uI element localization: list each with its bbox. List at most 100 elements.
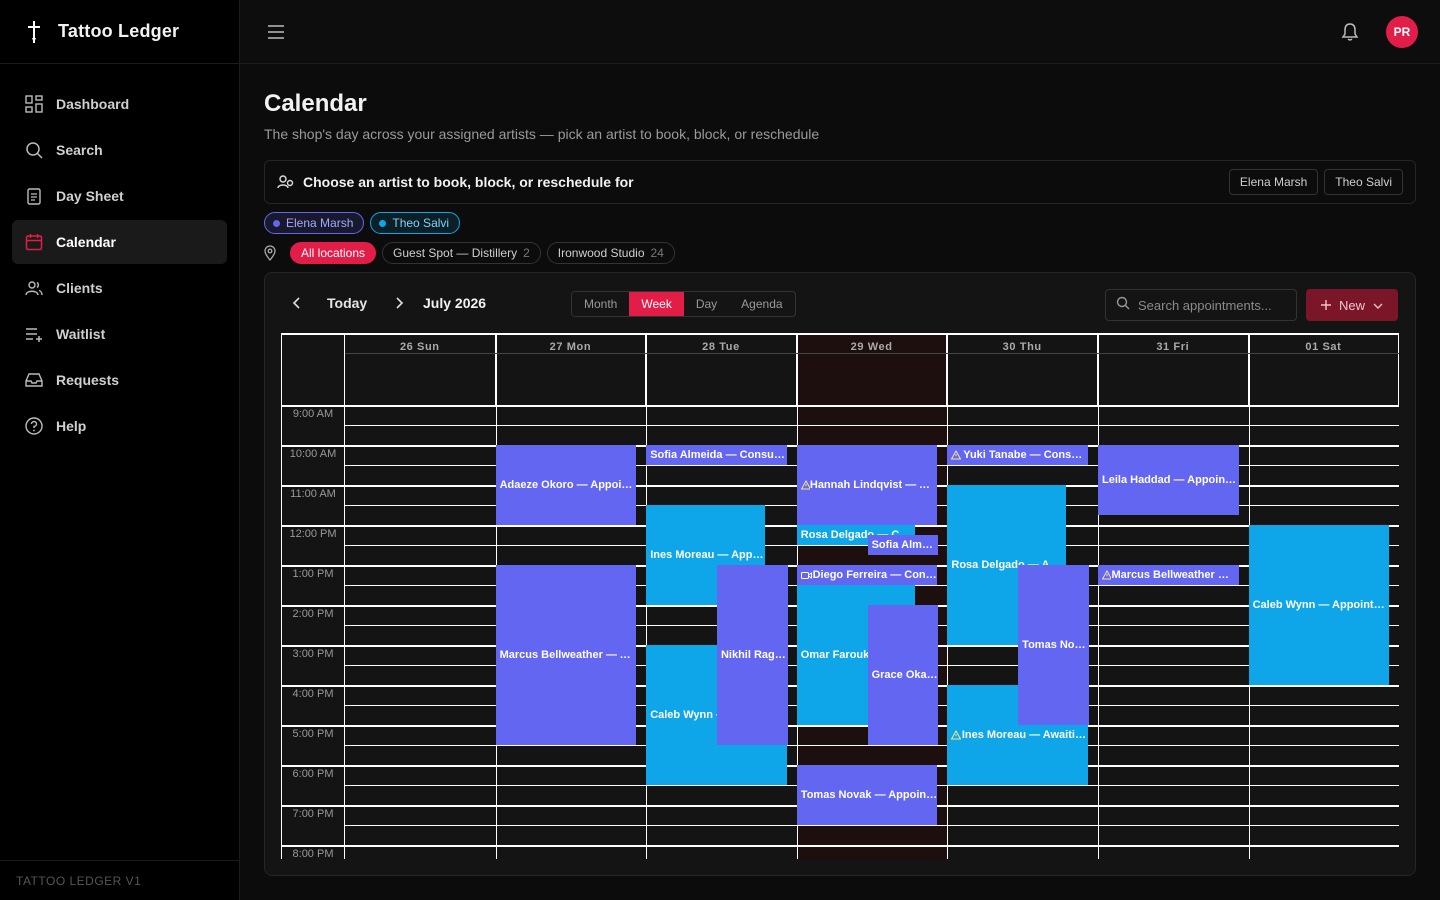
calendar-event[interactable]: Sofia Almeida — Consultation: [646, 445, 787, 465]
calendar-event[interactable]: Diego Ferreira — Consultation: [796, 565, 938, 585]
calendar-event[interactable]: Marcus Bellweather — Appointment: [495, 565, 637, 745]
location-chip-label: Guest Spot — Distillery: [393, 246, 518, 260]
location-chip[interactable]: All locations: [290, 242, 377, 264]
location-chip[interactable]: Guest Spot — Distillery 2: [382, 242, 541, 264]
calendar-event-label: Marcus Bellweather — Consultation: [1111, 569, 1238, 581]
view-switcher: Month Week Day Agenda: [571, 291, 796, 317]
time-label: 4:00 PM: [292, 688, 334, 700]
artist-select-button[interactable]: Theo Salvi: [1324, 169, 1403, 195]
location-count: 2: [523, 246, 530, 260]
warning-icon: [1102, 570, 1112, 580]
sidebar-item-requests[interactable]: Requests: [12, 358, 227, 402]
calendar-panel: Today July 2026 Month Week Day Agenda New: [264, 272, 1416, 876]
location-chips: All locations Guest Spot — Distillery 2 Iro…: [290, 242, 675, 264]
calendar-event-label: Adaeze Okoro — Appointment: [499, 479, 637, 491]
day-header-label: 01 Sat: [1305, 341, 1342, 353]
day-header[interactable]: 01 Sat: [1249, 333, 1399, 405]
users-icon: [24, 278, 44, 298]
calendar-event[interactable]: Marcus Bellweather — Consultation: [1098, 565, 1239, 585]
time-label: 6:00 PM: [292, 768, 334, 780]
sidebar-item-label: Requests: [56, 372, 120, 388]
day-header[interactable]: 28 Tue: [646, 333, 797, 405]
artist-chip[interactable]: Elena Marsh: [264, 212, 365, 234]
all-day-divider: [345, 353, 1399, 354]
dashboard-icon: [24, 94, 44, 114]
list-plus-icon: [24, 324, 44, 344]
calendar-event[interactable]: Nikhil Raghavan — Appointment: [716, 565, 788, 745]
page-subtitle: The shop's day across your assigned arti…: [264, 126, 820, 142]
warning-icon: [951, 730, 962, 740]
location-chip-label: Ironwood Studio: [557, 246, 645, 260]
location-filter: All locations Guest Spot — Distillery 2 Iro…: [264, 242, 675, 264]
new-button[interactable]: New: [1306, 289, 1398, 321]
inbox-icon: [24, 370, 44, 390]
brand[interactable]: Tattoo Ledger: [0, 0, 239, 64]
calendar-event-label: Tomas Novak — Appointment: [800, 789, 938, 801]
half-hour-gridline: [345, 425, 1399, 426]
calendar-event-label: Yuki Tanabe — Consultation: [963, 449, 1088, 461]
search-icon: [1116, 296, 1130, 315]
location-chip[interactable]: Ironwood Studio 24: [546, 242, 675, 264]
search-icon: [24, 140, 44, 160]
day-header-label: 29 Wed: [850, 341, 893, 353]
view-month-button[interactable]: Month: [584, 297, 618, 311]
bell-icon[interactable]: [1338, 20, 1362, 44]
sidebar-item-calendar[interactable]: Calendar: [12, 220, 227, 264]
time-label: 8:00 PM: [292, 848, 334, 859]
half-hour-gridline: [345, 825, 1399, 826]
artist-chip[interactable]: Theo Salvi: [370, 212, 461, 234]
calendar-event[interactable]: Adaeze Okoro — Appointment: [495, 445, 637, 525]
day-header[interactable]: 30 Thu: [947, 333, 1098, 405]
view-week-button[interactable]: Week: [629, 292, 684, 316]
view-day-button[interactable]: Day: [695, 297, 718, 311]
hour-gridline: [281, 845, 1399, 847]
day-header[interactable]: 29 Wed: [797, 333, 948, 405]
warning-icon: [951, 450, 963, 460]
calendar-event-label: Caleb Wynn — Appointment: [1252, 599, 1390, 611]
view-agenda-button[interactable]: Agenda: [741, 297, 783, 311]
day-header-label: 30 Thu: [1002, 341, 1042, 353]
sidebar-item-search[interactable]: Search: [12, 128, 227, 172]
plus-icon: [1320, 298, 1331, 313]
avatar[interactable]: PR: [1386, 16, 1418, 48]
artist-picker: Choose an artist to book, block, or resc…: [264, 160, 1416, 204]
map-pin-icon: [264, 242, 278, 264]
calendar-event[interactable]: Tomas Novak — Appointment: [1018, 565, 1089, 725]
day-header[interactable]: 31 Fri: [1098, 333, 1249, 405]
version-label: TATTOO LEDGER V1: [0, 860, 240, 900]
time-label: 5:00 PM: [292, 728, 334, 740]
search-appointments-input[interactable]: [1138, 297, 1288, 313]
user-group-icon: [277, 173, 295, 191]
day-column-divider: [1098, 333, 1099, 859]
sidebar-item-label: Waitlist: [56, 326, 106, 342]
calendar-event[interactable]: Leila Haddad — Appointment: [1098, 445, 1239, 515]
sidebar-item-dashboard[interactable]: Dashboard: [12, 82, 227, 126]
sidebar-item-help[interactable]: Help: [12, 404, 227, 448]
sidebar-item-label: Day Sheet: [56, 188, 124, 204]
artist-select-button[interactable]: Elena Marsh: [1228, 169, 1319, 195]
sidebar-item-day-sheet[interactable]: Day Sheet: [12, 174, 227, 218]
calendar-event[interactable]: Sofia Almeida — Consultation: [867, 535, 939, 555]
calendar-event[interactable]: Tomas Novak — Appointment: [796, 765, 938, 825]
chevron-right-icon[interactable]: [389, 293, 409, 313]
calendar-event-label: Sofia Almeida — Consultation: [650, 449, 787, 461]
calendar-icon: [24, 232, 44, 252]
clipboard-icon: [24, 186, 44, 206]
search-box[interactable]: [1105, 289, 1297, 321]
sidebar-item-waitlist[interactable]: Waitlist: [12, 312, 227, 356]
today-button[interactable]: Today: [327, 295, 368, 311]
sidebar-item-clients[interactable]: Clients: [12, 266, 227, 310]
calendar-event[interactable]: Caleb Wynn — Appointment: [1248, 525, 1390, 685]
half-hour-gridline: [345, 745, 1399, 746]
calendar-event[interactable]: Yuki Tanabe — Consultation: [947, 445, 1088, 465]
calendar-event[interactable]: Hannah Lindqvist — Awaiting deposit: [796, 445, 938, 525]
sidebar-item-label: Dashboard: [56, 96, 130, 112]
tattoo-needle-icon: [24, 20, 44, 44]
chevron-left-icon[interactable]: [287, 293, 307, 313]
day-header[interactable]: 26 Sun: [345, 333, 496, 405]
day-header[interactable]: 27 Mon: [496, 333, 647, 405]
warning-icon: [800, 480, 810, 490]
calendar-event[interactable]: Grace Okafor — Appointment: [867, 605, 939, 745]
time-label: 2:00 PM: [292, 608, 334, 620]
menu-icon[interactable]: [264, 20, 288, 44]
